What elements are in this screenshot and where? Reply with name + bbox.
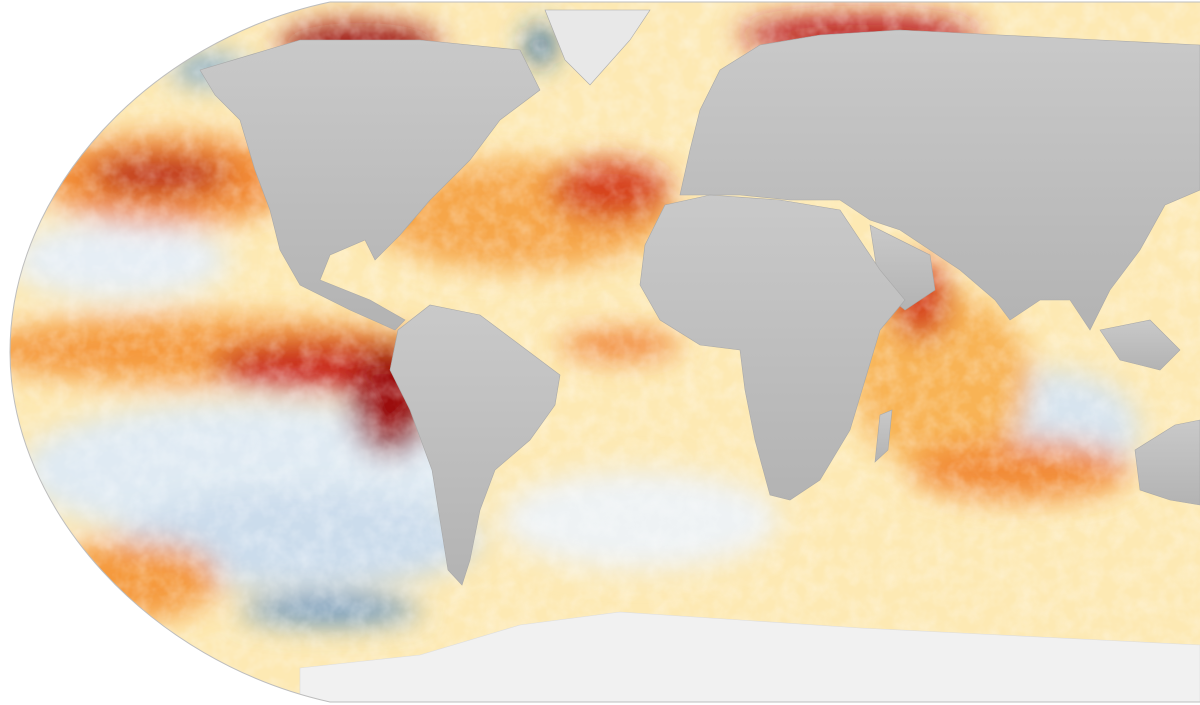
antarctica — [299, 611, 1200, 702]
map-outline — [9, 1, 1200, 703]
africa — [639, 194, 906, 501]
north-america — [199, 39, 541, 331]
madagascar — [874, 409, 893, 463]
greenland — [544, 9, 651, 86]
australia — [1134, 419, 1200, 506]
continents — [199, 9, 1200, 702]
eurasia — [679, 29, 1200, 331]
south-america — [389, 304, 561, 586]
southeast-asia — [1099, 319, 1181, 371]
